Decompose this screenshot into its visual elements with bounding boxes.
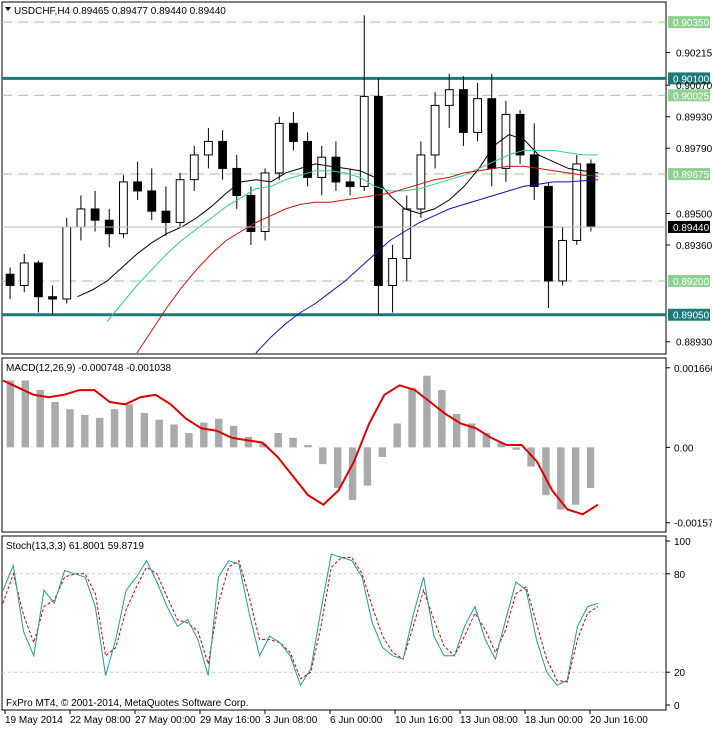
level-tag [668, 89, 710, 102]
macd-signal-line [2, 379, 599, 516]
time-axis-label: 27 May 00:00 [135, 715, 196, 726]
level-tag [668, 308, 710, 321]
candle-body [586, 163, 596, 228]
level-tag-label: 0.89200 [673, 277, 710, 288]
stoch-axis-label: 0 [674, 701, 680, 712]
candle-body [62, 226, 72, 300]
candle-body [359, 95, 369, 187]
stoch-panel [1, 535, 667, 711]
price-axis-label: 0.89500 [676, 209, 712, 220]
candle-body [274, 122, 284, 174]
candle-body [5, 273, 15, 286]
level-tag-label: 0.90025 [673, 91, 710, 102]
candle-body [317, 156, 327, 178]
candle-body [218, 140, 227, 169]
level-tag-label: 0.90100 [673, 74, 710, 85]
time-axis-label: 18 Jun 00:00 [525, 715, 583, 726]
current-price-label: 0.89440 [673, 223, 710, 234]
price-axis-label: 0.89930 [676, 113, 712, 124]
moving-average-red [136, 165, 599, 354]
candle-body [76, 208, 86, 228]
candle-body [529, 154, 539, 187]
candle-body [260, 172, 270, 232]
candle-body [189, 154, 199, 181]
time-axis-label: 19 May 2014 [5, 715, 63, 726]
macd-axis-label: -0.001577 [674, 519, 712, 530]
time-axis-label: 6 Jun 00:00 [330, 715, 383, 726]
candle-body [501, 113, 511, 169]
level-tag [668, 274, 710, 287]
footer-copyright: FxPro MT4, © 2001-2014, MetaQuotes Softw… [6, 698, 248, 709]
candle-body [345, 181, 355, 187]
candle-body [402, 208, 412, 259]
candle-body [444, 89, 454, 106]
price-panel-title: USDCHF,H4 0.89465 0.89477 0.89440 0.8944… [14, 6, 226, 17]
axis-layer: 0.90350 0.90100 0.90025 0.89675 0.89200 0.890… [4, 16, 712, 726]
level-tag [668, 72, 710, 85]
moving-average-green [106, 149, 598, 322]
candle-body [374, 95, 383, 286]
time-axis-label: 29 May 16:00 [200, 715, 261, 726]
candle-body [19, 262, 29, 286]
candle-body [430, 104, 440, 156]
candle-body [246, 194, 256, 232]
candle-body [289, 122, 298, 142]
candle-body [147, 190, 157, 212]
price-axis-label: 0.88930 [676, 338, 712, 349]
time-axis-label: 22 May 08:00 [70, 715, 131, 726]
stoch-main-line [2, 553, 599, 687]
candle-body [487, 98, 497, 169]
moving-average-black [77, 134, 599, 298]
stoch-axis-label: 80 [674, 570, 686, 581]
level-tag [668, 168, 710, 181]
candle-body [515, 113, 525, 156]
candle-body [34, 262, 43, 298]
time-axis-label: 3 Jun 08:00 [265, 715, 318, 726]
time-axis-label: 20 Jun 16:00 [590, 715, 648, 726]
stoch-panel-title: Stoch(13,3,3) 61.8001 59.8719 [6, 541, 144, 552]
candle-body [90, 208, 100, 221]
time-axis-label: 13 Jun 08:00 [460, 715, 518, 726]
candle-body [459, 89, 468, 133]
level-tag-label: 0.89675 [673, 170, 710, 181]
stoch-layer [2, 553, 666, 687]
candle-body [388, 257, 397, 286]
price-axis-label: 0.90070 [676, 81, 712, 92]
macd-axis-label: 0.00 [674, 443, 694, 454]
stoch-axis-label: 100 [674, 537, 691, 548]
candle-body [558, 239, 567, 282]
candle-body [303, 140, 312, 178]
time-axis-label: 10 Jun 16:00 [395, 715, 453, 726]
candle-body [544, 185, 553, 282]
macd-layer [2, 375, 599, 516]
candle-body [175, 179, 185, 223]
price-axis-label: 0.90215 [676, 49, 712, 60]
candle-body [48, 296, 57, 300]
candle-body [133, 181, 142, 192]
candle-body [232, 167, 242, 196]
price-layer [2, 15, 666, 354]
level-tag-label: 0.90350 [673, 18, 710, 29]
macd-axis-label: 0.001666 [674, 364, 712, 375]
level-tag [668, 16, 710, 29]
current-price-tag [668, 220, 710, 233]
moving-average-blue [255, 179, 599, 354]
price-axis-label: 0.89360 [676, 241, 712, 252]
candle-body [161, 210, 171, 223]
price-axis-label: 0.89790 [676, 144, 712, 155]
level-tag-label: 0.89050 [673, 311, 710, 322]
candle-body [416, 154, 426, 210]
candle-body [572, 163, 582, 241]
macd-panel-title: MACD(12,26,9) -0.000748 -0.001038 [6, 363, 172, 374]
candle-body [119, 181, 128, 235]
candle-body [331, 156, 341, 183]
candle-body [204, 140, 213, 156]
stoch-axis-label: 20 [674, 668, 686, 679]
dropdown-triangle-icon [5, 7, 11, 11]
candle-body [473, 98, 482, 133]
